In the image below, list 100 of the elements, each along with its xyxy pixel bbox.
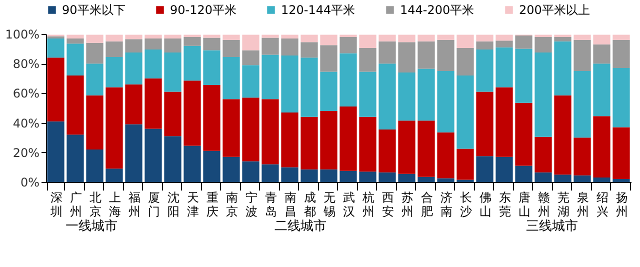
bar [456, 48, 474, 76]
bar [515, 35, 532, 49]
x-tick-label: 福州 [128, 190, 140, 218]
bar [203, 85, 220, 151]
bar [574, 34, 591, 40]
bar [47, 121, 64, 182]
bar [222, 40, 240, 57]
bar [456, 34, 474, 48]
legend-label: 90-120平米 [170, 3, 237, 17]
bar [262, 34, 279, 38]
x-tick-label: 成都 [304, 190, 316, 218]
bar [106, 168, 123, 182]
bar [222, 34, 240, 40]
bar [496, 156, 513, 182]
bar [86, 95, 104, 150]
bar [164, 38, 182, 52]
bar [222, 56, 240, 100]
bar [300, 58, 318, 117]
bar [242, 65, 260, 98]
bar [86, 64, 104, 96]
bar [125, 124, 142, 182]
bar [359, 34, 376, 48]
bar [593, 178, 610, 182]
bar [437, 40, 454, 71]
bar [66, 38, 84, 44]
x-tick-label: 北京 [89, 190, 102, 218]
bar [222, 156, 240, 182]
bar [437, 178, 454, 182]
x-tick-label: 赣州 [538, 190, 550, 218]
bar [593, 64, 610, 116]
bar [534, 136, 552, 172]
bar [281, 34, 298, 38]
x-tick-label: 佛山 [479, 190, 492, 218]
bar [612, 68, 630, 128]
bar [86, 149, 104, 182]
bar [184, 46, 201, 81]
bar [86, 34, 104, 43]
bar [612, 179, 630, 182]
x-tick-label: 泉州 [576, 190, 589, 218]
bar [496, 47, 513, 88]
bar [398, 42, 416, 72]
bar [476, 34, 494, 42]
bar [281, 38, 298, 56]
y-tick-label: 20% [12, 146, 40, 160]
bar [574, 71, 591, 138]
bar [340, 53, 357, 107]
bar [398, 34, 416, 42]
bar [125, 34, 142, 40]
bar [359, 116, 376, 172]
x-tick-label: 天津 [186, 190, 199, 218]
bar [262, 38, 279, 55]
bar [106, 87, 123, 169]
x-tick-label: 无锡 [322, 190, 336, 218]
bar [359, 72, 376, 117]
x-tick-label: 沈阳 [167, 190, 180, 218]
bar [612, 34, 630, 40]
legend-label: 144-200平米 [400, 3, 474, 17]
bar [262, 164, 279, 182]
bar [281, 112, 298, 168]
bar [437, 34, 454, 40]
bar [164, 52, 182, 92]
bar [222, 99, 240, 157]
bar [66, 134, 84, 182]
bar [437, 71, 454, 132]
text: 三线城市 [526, 219, 578, 234]
bar [476, 156, 494, 182]
bar [574, 138, 591, 176]
bar [86, 42, 104, 64]
bar [554, 36, 572, 42]
bar [340, 36, 357, 54]
x-tick-label: 苏州 [401, 190, 414, 218]
bar [184, 80, 201, 146]
x-tick-label: 长沙 [460, 190, 472, 218]
bar [300, 42, 318, 58]
bar [320, 169, 338, 182]
bar [496, 87, 513, 157]
x-tick-label: 广州 [70, 190, 82, 218]
bar [418, 34, 435, 42]
bar [320, 45, 338, 72]
bar [456, 148, 474, 180]
bar [476, 41, 494, 50]
bar [320, 72, 338, 111]
bar [184, 146, 201, 182]
bar [203, 50, 220, 86]
bar [144, 34, 162, 38]
bar [164, 92, 182, 136]
y-tick-label: 0% [20, 176, 40, 190]
bar [418, 41, 435, 69]
x-tick-label: 南京 [226, 190, 238, 218]
y-tick-label: 60% [12, 86, 40, 101]
bar [242, 98, 260, 162]
bar [534, 36, 552, 52]
bar [300, 169, 318, 182]
bar [300, 34, 318, 42]
legend-label: 90平米以下 [62, 3, 126, 17]
bar [144, 128, 162, 182]
bar [242, 50, 260, 66]
bar [340, 170, 357, 182]
bar [359, 48, 376, 72]
bar [378, 172, 396, 182]
